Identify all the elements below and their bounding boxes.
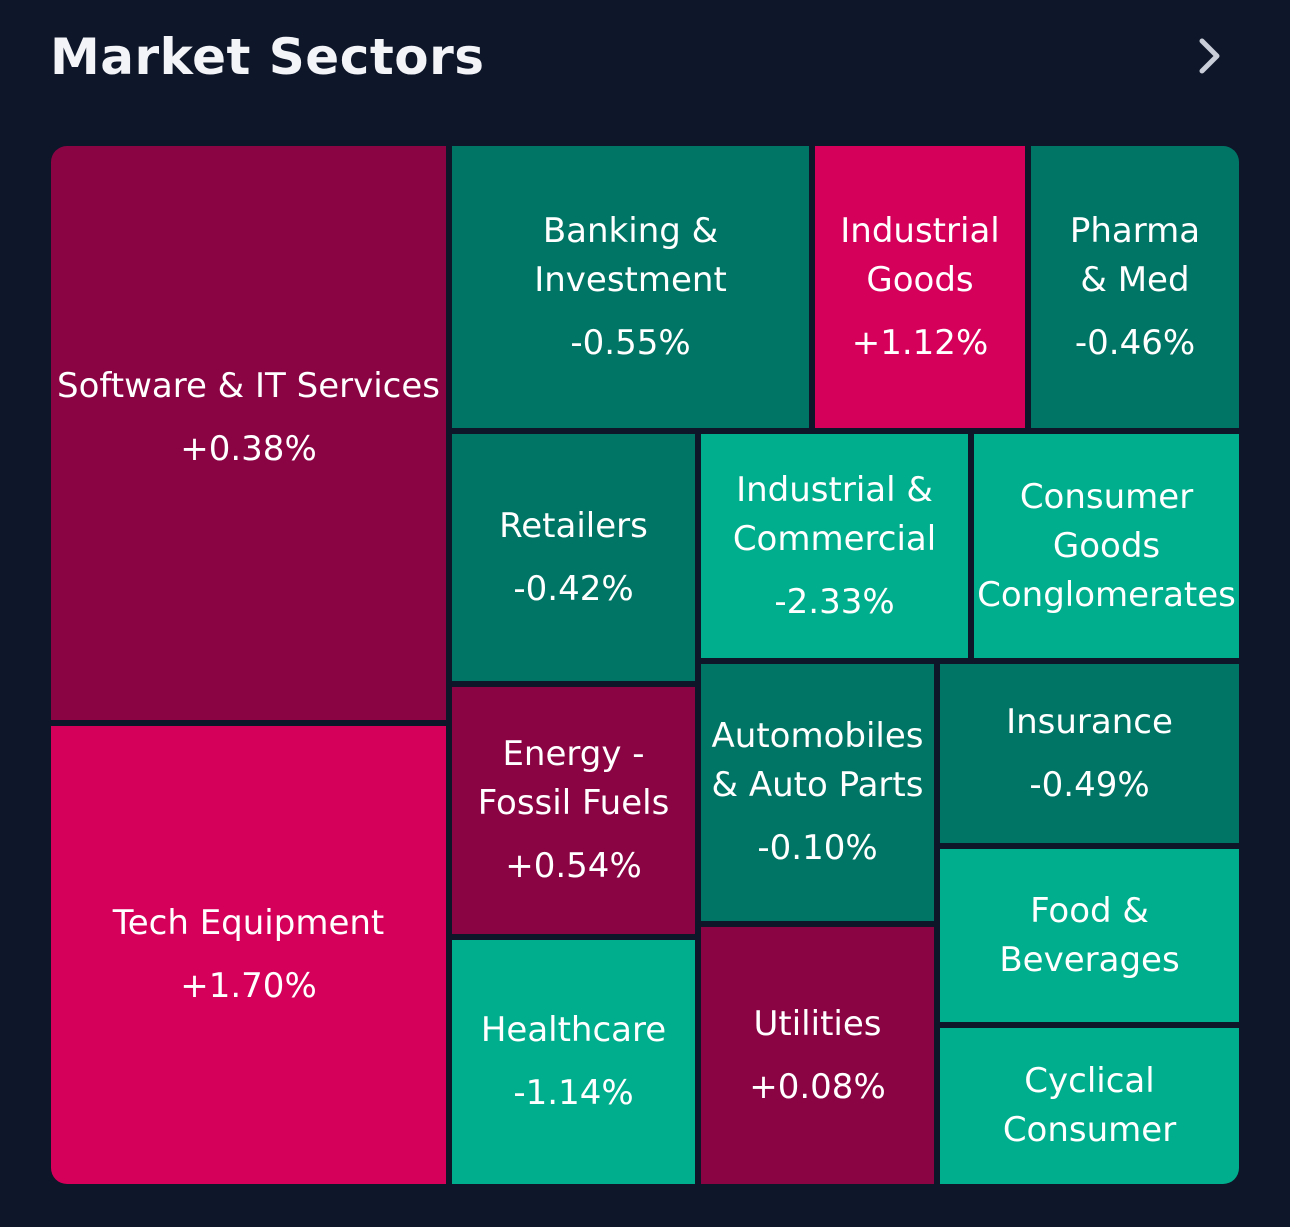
sector-name: Tech Equipment bbox=[112, 903, 385, 943]
sector-name: Automobiles & Auto Parts bbox=[711, 716, 924, 805]
sector-tile-industrial-goods[interactable]: Industrial Goods +1.12% bbox=[815, 146, 1025, 428]
sector-tile-industrial-commercial[interactable]: Industrial & Commercial -2.33% bbox=[701, 434, 968, 658]
sector-name: Insurance bbox=[1006, 701, 1173, 742]
sector-change: -1.14% bbox=[513, 1073, 634, 1113]
sector-change: -0.42% bbox=[513, 568, 634, 609]
sector-tile-banking-investment[interactable]: Banking & Investment -0.55% bbox=[452, 146, 809, 428]
sector-name: Healthcare bbox=[480, 1010, 667, 1050]
chevron-right-icon[interactable] bbox=[1190, 34, 1230, 78]
sector-change: +0.08% bbox=[749, 1066, 886, 1107]
sector-treemap: Software & IT Services +0.38% Tech Equip… bbox=[51, 146, 1239, 1184]
sector-change: -2.33% bbox=[774, 581, 895, 622]
sector-tile-food-beverages[interactable]: Food & Beverages bbox=[940, 849, 1239, 1022]
sector-name: Banking & Investment bbox=[534, 210, 727, 300]
page-title: Market Sectors bbox=[50, 28, 485, 86]
sector-tile-software-it-services[interactable]: Software & IT Services +0.38% bbox=[51, 146, 446, 720]
sector-name: Food & Beverages bbox=[999, 890, 1180, 980]
sector-tile-energy-fossil-fuels[interactable]: Energy - Fossil Fuels +0.54% bbox=[452, 687, 695, 934]
sector-tile-cyclical-consumer[interactable]: Cyclical Consumer bbox=[940, 1028, 1239, 1184]
sector-change: +0.38% bbox=[180, 429, 317, 469]
sector-name: Energy - Fossil Fuels bbox=[477, 734, 670, 823]
sector-name: Cyclical Consumer bbox=[1002, 1061, 1177, 1150]
sector-tile-healthcare[interactable]: Healthcare -1.14% bbox=[452, 940, 695, 1184]
sector-name: Industrial & Commercial bbox=[732, 469, 937, 559]
sector-tile-insurance[interactable]: Insurance -0.49% bbox=[940, 664, 1239, 843]
sector-change: -0.46% bbox=[1074, 322, 1196, 363]
sector-change: -0.49% bbox=[1029, 764, 1150, 805]
sector-tile-consumer-goods-conglomerates[interactable]: Consumer Goods Conglomerates bbox=[974, 434, 1239, 658]
sector-name: Retailers bbox=[499, 505, 648, 546]
sector-tile-retailers[interactable]: Retailers -0.42% bbox=[452, 434, 695, 681]
sector-name: Pharma & Med bbox=[1069, 210, 1201, 300]
sector-name: Industrial Goods bbox=[840, 210, 1000, 300]
sector-change: +1.12% bbox=[851, 322, 989, 363]
sector-change: -0.10% bbox=[757, 828, 878, 868]
sector-name: Consumer Goods Conglomerates bbox=[977, 476, 1236, 615]
sector-change: +1.70% bbox=[180, 966, 317, 1006]
sector-change: -0.55% bbox=[570, 322, 691, 363]
sector-tile-tech-equipment[interactable]: Tech Equipment +1.70% bbox=[51, 726, 446, 1184]
sector-name: Utilities bbox=[753, 1003, 882, 1044]
sector-change: +0.54% bbox=[505, 846, 642, 886]
sector-tile-pharma-med[interactable]: Pharma & Med -0.46% bbox=[1031, 146, 1239, 428]
sector-tile-automobiles-auto-parts[interactable]: Automobiles & Auto Parts -0.10% bbox=[701, 664, 934, 921]
sector-tile-utilities[interactable]: Utilities +0.08% bbox=[701, 927, 934, 1184]
sector-name: Software & IT Services bbox=[57, 366, 440, 406]
